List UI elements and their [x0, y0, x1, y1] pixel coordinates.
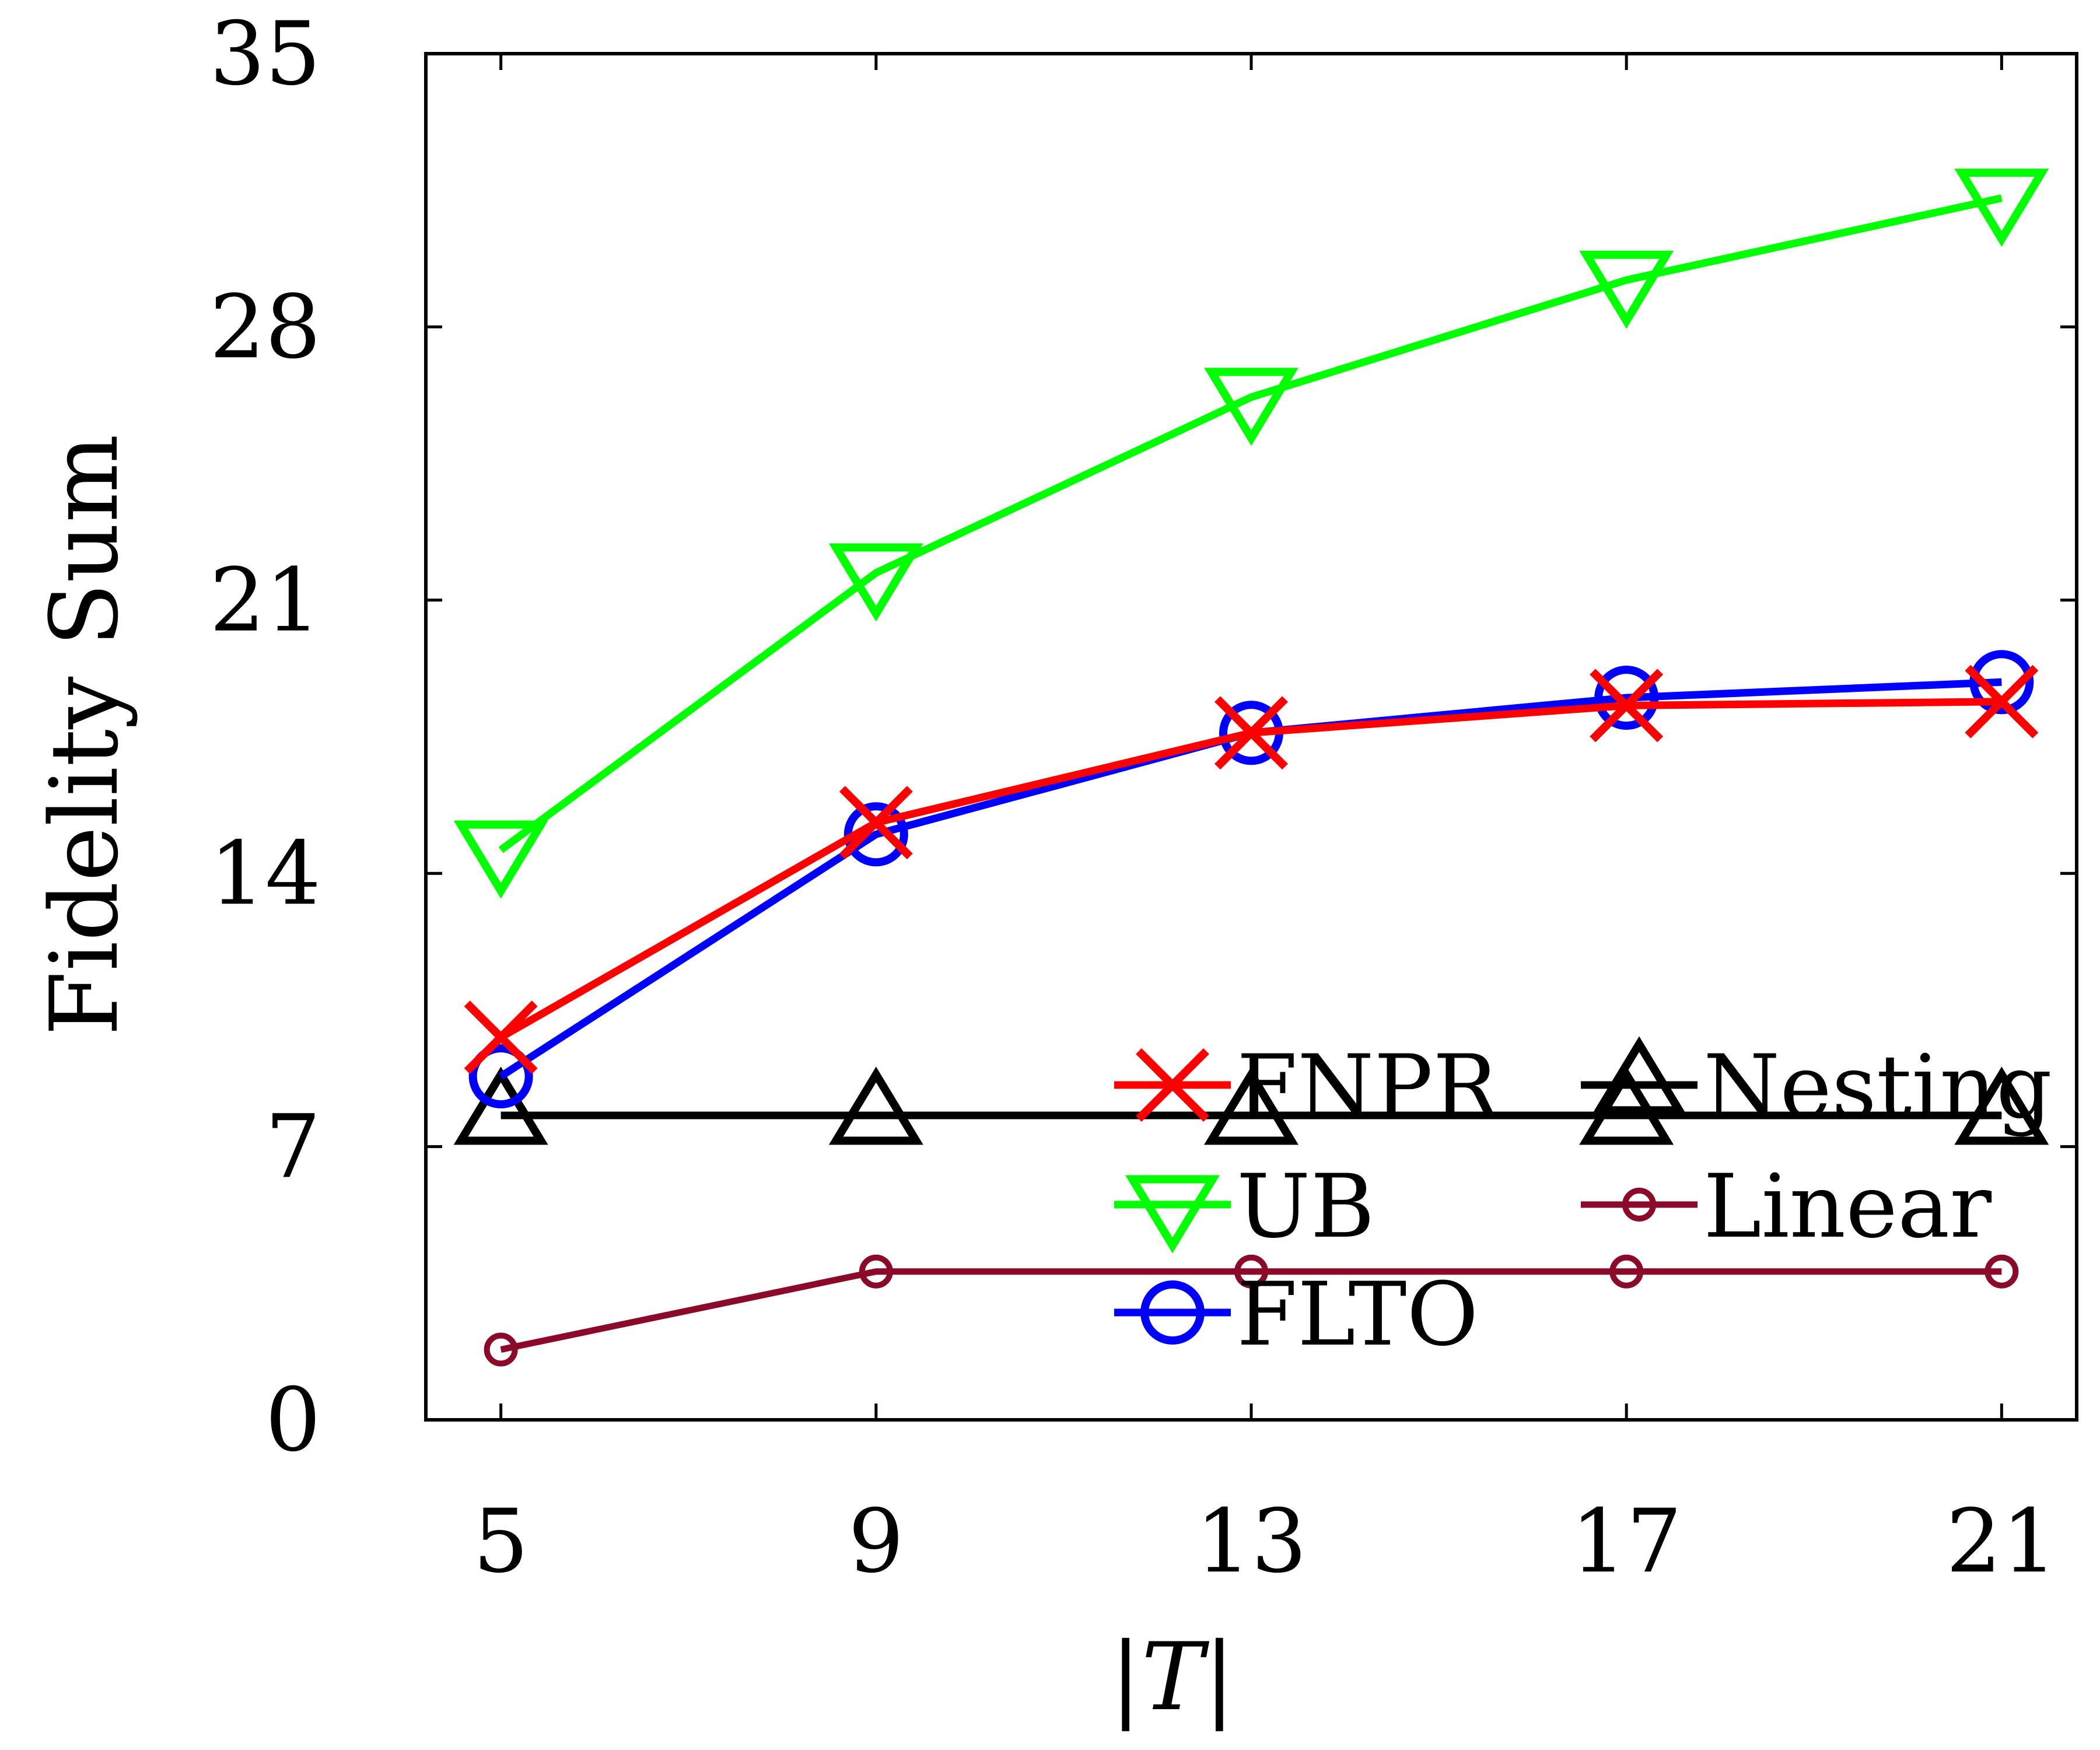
data-point	[1579, 250, 1674, 329]
legend-item-fnpr: FNPR	[1114, 1037, 1501, 1138]
legend-label: Nesting	[1703, 1037, 2052, 1138]
data-point	[1214, 696, 1288, 770]
legend-label: UB	[1237, 1156, 1375, 1258]
x-axis-label: |T|	[1110, 1622, 1236, 1731]
data-point	[453, 820, 548, 899]
data-series	[453, 169, 2049, 1367]
y-axis-label: Fidelity Sum	[30, 434, 139, 1036]
data-point	[1203, 368, 1299, 446]
legend-label: FNPR	[1237, 1037, 1501, 1138]
legend-item-ub: UB	[1114, 1156, 1375, 1258]
legend-label: Linear	[1703, 1156, 1992, 1258]
y-tick-label: 28	[209, 276, 321, 378]
data-point	[464, 1000, 538, 1074]
data-point	[484, 1332, 518, 1367]
legend-swatch-marker	[1591, 1036, 1687, 1115]
y-tick-label: 7	[265, 1097, 321, 1198]
data-point	[1954, 1066, 2049, 1145]
series-line	[500, 1268, 2002, 1353]
data-point	[839, 786, 913, 860]
legend-item-flto: FLTO	[1114, 1264, 1478, 1366]
legend-item-nesting: Nesting	[1581, 1036, 2052, 1138]
data-point	[1594, 666, 1659, 730]
legend-swatch-marker	[1136, 1048, 1209, 1122]
y-tick-label: 21	[209, 550, 321, 652]
y-tick-label: 0	[265, 1370, 321, 1471]
y-tick-label: 35	[209, 4, 321, 105]
series-fnpr	[464, 664, 2039, 1074]
data-point	[1203, 1066, 1299, 1145]
series-ub	[453, 169, 2049, 899]
data-point	[1965, 664, 2039, 738]
legend-swatch-marker	[1125, 1175, 1220, 1254]
y-tick-label: 14	[209, 823, 321, 925]
data-point	[1609, 1254, 1644, 1289]
legend-swatch-marker	[1140, 1280, 1205, 1345]
data-point	[828, 543, 923, 622]
series-line	[498, 194, 2003, 853]
data-point	[859, 1254, 893, 1289]
data-point	[1969, 650, 2034, 715]
legend-label: FLTO	[1237, 1264, 1478, 1366]
series-line	[499, 698, 2002, 1041]
data-point	[1954, 169, 2049, 247]
data-point	[1590, 668, 1664, 743]
data-point	[1234, 1254, 1268, 1289]
legend-swatch-marker	[1622, 1188, 1656, 1222]
x-tick-label: 9	[848, 1491, 904, 1592]
x-tick-label: 17	[1571, 1491, 1682, 1592]
legend-item-linear: Linear	[1581, 1156, 1992, 1258]
series-line	[499, 678, 2002, 1080]
data-point	[453, 1066, 548, 1145]
x-tick-label: 5	[473, 1491, 528, 1592]
x-tick-label: 13	[1196, 1491, 1307, 1592]
legend: FNPR Nesting UB Linear FLTO	[1114, 1036, 2052, 1366]
series-linear	[484, 1254, 2019, 1367]
data-point	[828, 1066, 923, 1145]
axis-ticks: 5 9 13 17 21 0 7 14 21 28 35	[209, 4, 2077, 1592]
data-point	[1985, 1254, 2019, 1289]
x-tick-label: 21	[1946, 1491, 2057, 1592]
data-point	[468, 1044, 533, 1109]
